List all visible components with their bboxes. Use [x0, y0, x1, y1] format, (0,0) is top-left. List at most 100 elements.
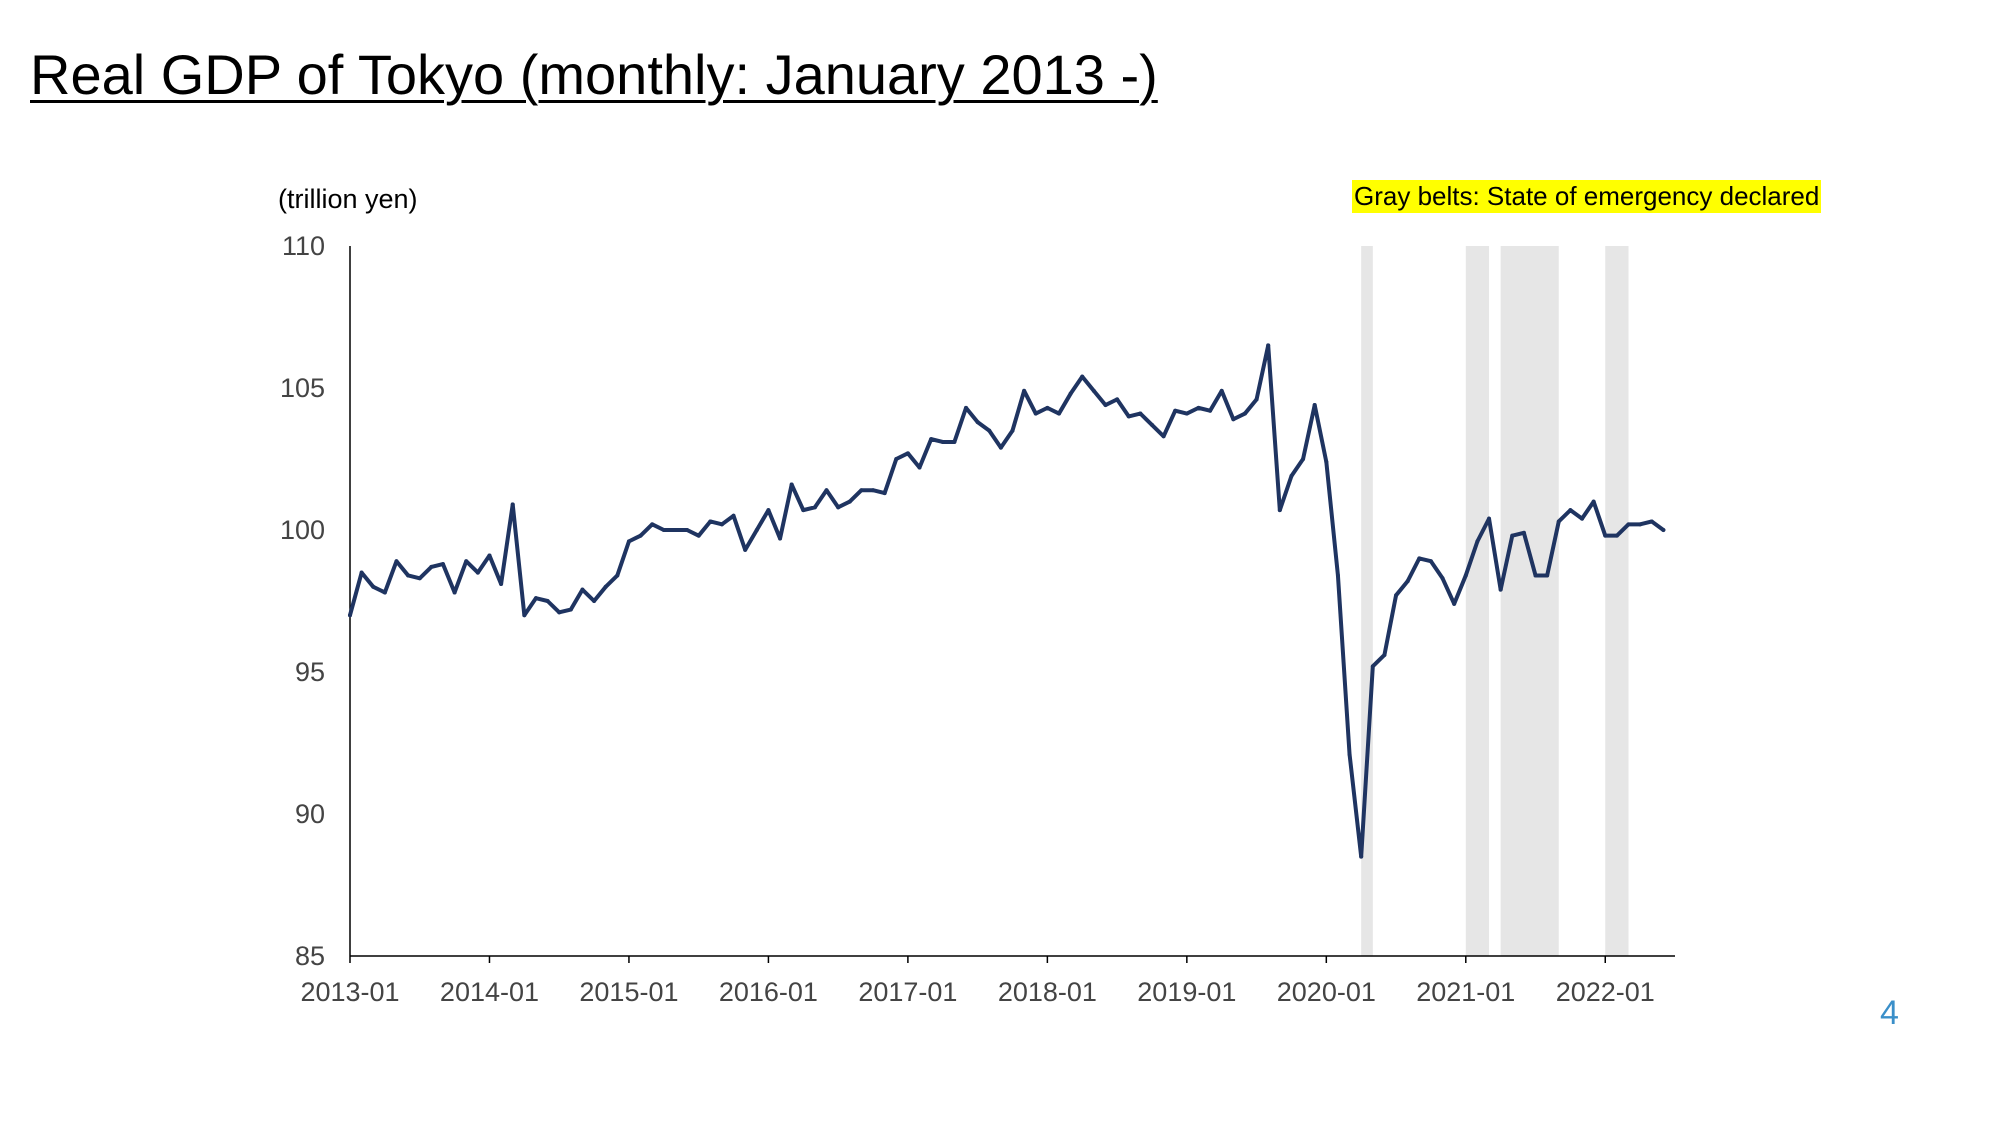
y-tick-label-90: 90: [295, 799, 325, 829]
data-point: [1405, 579, 1410, 584]
data-point: [824, 488, 829, 493]
data-point: [882, 491, 887, 496]
x-tick-label-2014-01: 2014-01: [440, 977, 539, 1007]
data-point: [975, 420, 980, 425]
data-point: [1242, 411, 1247, 416]
data-point: [638, 533, 643, 538]
data-point: [987, 428, 992, 433]
data-point: [1161, 434, 1166, 439]
data-point: [1452, 601, 1457, 606]
data-point: [510, 502, 515, 507]
x-tick-label-2015-01: 2015-01: [579, 977, 678, 1007]
x-tick-label-2017-01: 2017-01: [858, 977, 957, 1007]
data-point: [1649, 519, 1654, 524]
data-point: [894, 457, 899, 461]
data-point: [917, 465, 922, 470]
data-point: [1521, 530, 1526, 535]
data-point: [359, 570, 364, 575]
data-point: [1533, 573, 1538, 578]
data-point: [1591, 499, 1596, 504]
data-point: [348, 613, 352, 618]
data-point: [1510, 533, 1515, 538]
data-point: [1324, 459, 1329, 464]
data-point: [1219, 388, 1224, 393]
x-tick-label-2019-01: 2019-01: [1137, 977, 1236, 1007]
data-point: [417, 576, 422, 581]
data-point: [940, 439, 945, 444]
data-point: [452, 590, 457, 595]
data-point: [1289, 474, 1294, 479]
data-point: [812, 505, 817, 510]
data-point: [1045, 405, 1050, 410]
data-point: [429, 564, 434, 569]
data-point: [1254, 397, 1259, 402]
data-point: [708, 519, 713, 524]
data-point: [475, 570, 480, 575]
data-point: [1335, 573, 1340, 578]
data-point: [1184, 411, 1189, 416]
data-point: [592, 599, 597, 603]
data-point: [998, 445, 1003, 450]
emergency-belt-4: [1605, 246, 1629, 956]
emergency-belt-3: [1500, 246, 1559, 956]
data-point: [1173, 408, 1178, 413]
x-tick-label-2021-01: 2021-01: [1416, 977, 1515, 1007]
data-point: [1394, 593, 1399, 598]
x-tick-label-2020-01: 2020-01: [1277, 977, 1376, 1007]
y-tick-label-110: 110: [282, 231, 325, 261]
data-point: [801, 508, 806, 513]
data-point: [929, 437, 934, 442]
data-point: [1091, 388, 1096, 393]
data-point: [533, 596, 538, 601]
data-point: [580, 587, 585, 592]
data-point: [1463, 573, 1468, 578]
data-point: [1440, 576, 1445, 581]
data-point: [1033, 411, 1038, 416]
data-point: [696, 533, 701, 538]
data-point: [1568, 508, 1573, 513]
page-number: 4: [1880, 994, 1899, 1032]
data-point: [1580, 516, 1585, 521]
data-point: [1103, 403, 1108, 408]
data-point: [487, 553, 492, 558]
y-tick-label-105: 105: [280, 373, 325, 403]
data-point: [568, 607, 573, 612]
data-point: [1661, 528, 1666, 532]
data-point: [394, 559, 399, 564]
data-point: [1126, 414, 1131, 419]
data-point: [661, 528, 666, 532]
data-point: [789, 482, 794, 487]
series-layer: [348, 343, 1666, 859]
data-point: [545, 599, 550, 603]
data-point: [1370, 664, 1375, 669]
data-point: [1149, 422, 1154, 427]
data-point: [766, 508, 771, 513]
data-point: [522, 613, 527, 618]
data-point: [1068, 391, 1073, 396]
x-tick-label-2013-01: 2013-01: [300, 977, 399, 1007]
data-point: [1487, 516, 1492, 521]
data-point: [1614, 533, 1619, 538]
data-point: [1545, 573, 1550, 578]
data-point: [1312, 403, 1317, 408]
data-point: [847, 499, 852, 504]
data-point: [719, 522, 724, 527]
data-point: [406, 573, 411, 578]
x-tick-label-2016-01: 2016-01: [719, 977, 818, 1007]
data-point: [1196, 405, 1201, 410]
data-point: [743, 547, 748, 552]
data-point: [673, 528, 678, 532]
data-point: [464, 559, 469, 564]
slide-title: Real GDP of Tokyo (monthly: January 2013…: [30, 43, 1158, 106]
data-point: [615, 573, 620, 578]
data-point: [1277, 508, 1282, 513]
data-point: [650, 522, 655, 527]
data-point: [1498, 587, 1503, 592]
data-point: [1231, 417, 1236, 422]
data-point: [1475, 539, 1480, 544]
data-point: [952, 439, 957, 444]
data-point: [1266, 343, 1271, 348]
data-point: [1022, 388, 1027, 393]
data-point: [1208, 408, 1213, 413]
